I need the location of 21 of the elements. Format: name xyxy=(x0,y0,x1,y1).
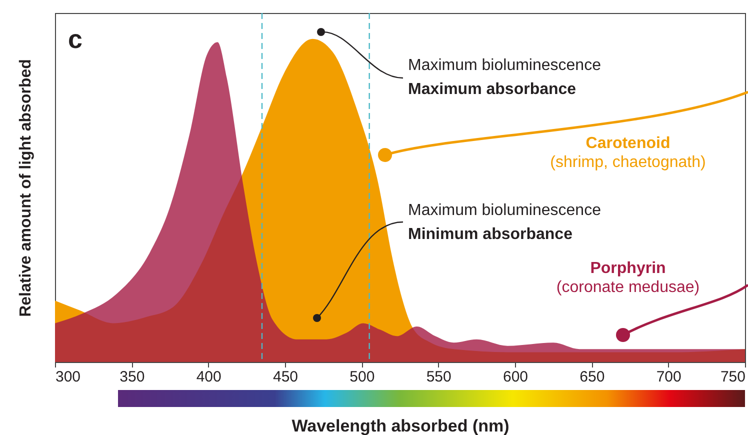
annotation: c xyxy=(68,24,82,54)
annotation: Maximum bioluminescence xyxy=(408,202,601,219)
annotation: Maximum bioluminescence xyxy=(408,57,601,74)
annotation: Minimum absorbance xyxy=(408,226,572,243)
x-tick-label: 750 xyxy=(720,368,746,386)
x-tick-label: 400 xyxy=(196,368,222,386)
text: Carotenoid xyxy=(586,135,670,152)
x-tick-label: 550 xyxy=(426,368,452,386)
annotation: (coronate medusae) xyxy=(556,279,700,296)
text: Porphyrin xyxy=(590,260,666,277)
annotation: Maximum absorbance xyxy=(408,81,576,98)
x-tick-label: 350 xyxy=(120,368,145,386)
y-axis-title: Relative amount of light absorbed xyxy=(18,59,34,317)
x-tick-label: 500 xyxy=(350,368,375,386)
annotation: (shrimp, chaetognath) xyxy=(550,154,706,171)
x-tick-label: 300 xyxy=(56,368,81,386)
x-tick-label: 700 xyxy=(656,368,682,386)
x-tick-label: 450 xyxy=(272,368,298,386)
x-axis-title: Wavelength absorbed (nm) xyxy=(292,416,510,435)
x-tick-label: 600 xyxy=(502,368,528,386)
x-tick-label: 650 xyxy=(580,368,605,386)
